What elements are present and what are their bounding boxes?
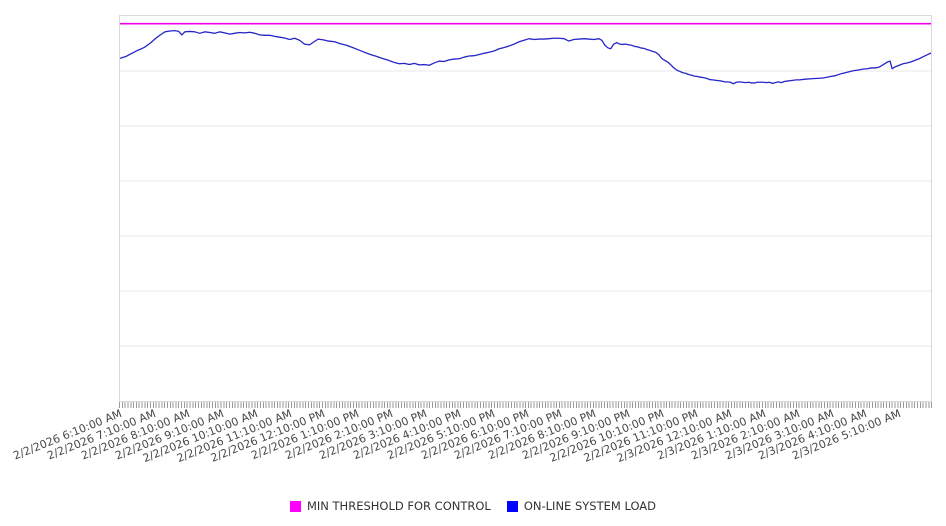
x-axis-label-text: 2/3/2026 12:10:00 AM [614,407,734,466]
x-axis-label-text: 2/3/2026 5:10:00 AM [790,407,903,463]
x-axis-label-text: 2/2/2026 7:10:00 AM [45,407,158,463]
x-axis-label-text: 2/3/2026 4:10:00 AM [756,407,870,463]
x-axis-label-text: 2/2/2026 7:10:00 PM [452,407,565,463]
x-axis-label-text: 2/2/2026 11:10:00 AM [174,407,294,466]
x-axis-label-text: 2/2/2026 10:10:00 PM [547,407,666,465]
x-axis-label-text: 2/3/2026 1:10:00 AM [655,407,768,463]
plot-svg [120,22,931,347]
x-axis-label-text: 2/2/2026 2:10:00 PM [283,407,395,463]
x-axis-label-text: 2/2/2026 5:10:00 PM [385,407,497,463]
legend: MIN THRESHOLD FOR CONTROL ON-LINE SYSTEM… [0,499,946,513]
load-swatch-icon [506,500,518,512]
x-axis-label-text: 2/3/2026 3:10:00 AM [722,407,836,463]
x-axis-label-text: 2/2/2026 10:10:00 AM [140,407,260,466]
x-axis-minor-ticks [119,402,933,408]
load-line [120,29,931,85]
x-axis-label-text: 2/2/2026 9:10:00 PM [520,407,632,463]
x-axis-label-text: 2/3/2026 2:10:00 AM [689,407,802,463]
x-axis-label-text: 2/2/2026 6:10:00 PM [418,407,531,463]
x-axis-label-text: 2/2/2026 11:10:00 PM [581,407,700,465]
x-axis-label-text: 2/2/2026 9:10:00 AM [113,407,226,463]
x-axis-label-text: 2/2/2026 12:10:00 PM [209,407,328,465]
plot-area [119,15,932,402]
threshold-swatch-icon [289,500,301,512]
x-axis-label-text: 2/2/2026 4:10:00 PM [351,407,463,463]
x-axis-label-text: 2/2/2026 6:10:00 AM [11,407,124,463]
legend-item-threshold[interactable]: MIN THRESHOLD FOR CONTROL [289,499,491,513]
legend-item-load[interactable]: ON-LINE SYSTEM LOAD [506,499,657,513]
legend-label: MIN THRESHOLD FOR CONTROL [306,499,491,513]
x-axis-label-text: 2/2/2026 3:10:00 PM [317,407,429,463]
x-axis-label-text: 2/2/2026 1:10:00 PM [249,407,361,463]
x-axis-label-text: 2/2/2026 8:10:00 PM [486,407,599,463]
x-axis-label-text: 2/2/2026 8:10:00 AM [79,407,192,463]
legend-label: ON-LINE SYSTEM LOAD [523,499,657,513]
